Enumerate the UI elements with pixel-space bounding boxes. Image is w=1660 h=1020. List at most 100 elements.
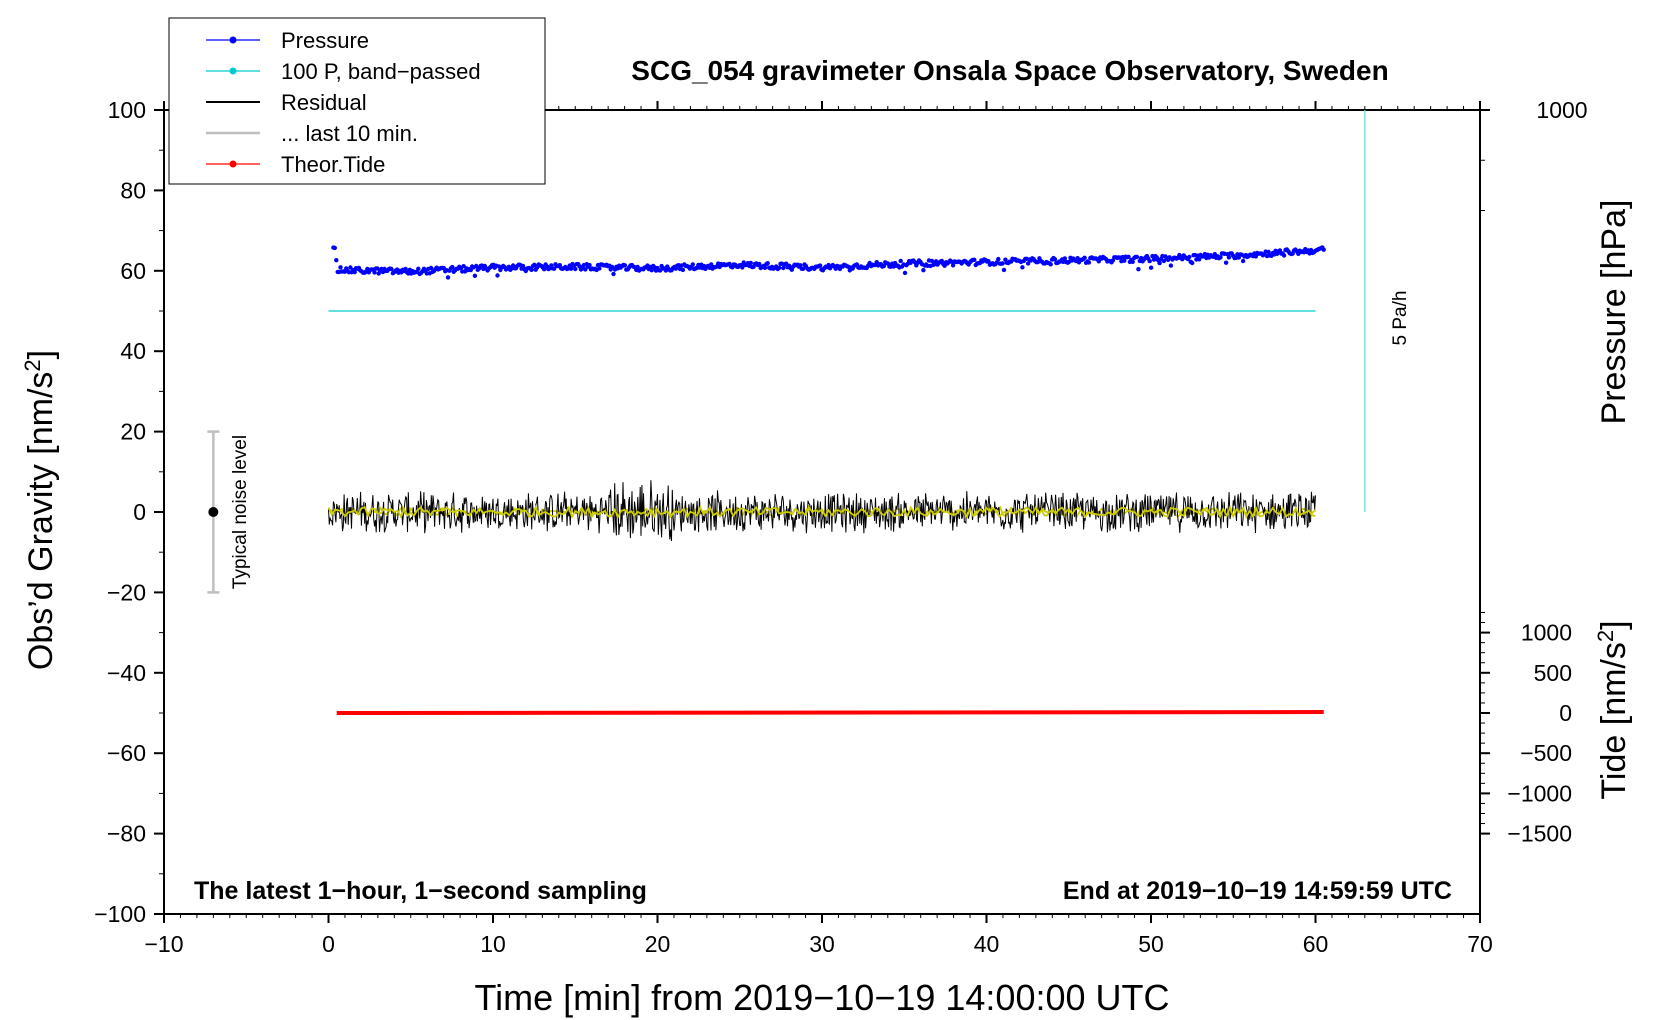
pressure-point <box>1190 260 1195 266</box>
pressure-point <box>1147 258 1152 264</box>
pressure-point <box>597 266 602 271</box>
pressure-point <box>1096 259 1102 264</box>
rate-bar-label: 5 Pa/h <box>1390 291 1411 346</box>
pressure-point <box>609 264 615 270</box>
pressure-point <box>428 265 434 271</box>
y-tick-label-left: −40 <box>107 660 146 686</box>
pressure-point <box>1187 254 1192 260</box>
pressure-point <box>1223 260 1229 265</box>
y-axis-label-left-main: Obs’d Gravity [nm/s <box>22 372 60 671</box>
extras-layer <box>207 110 1366 594</box>
pressure-point <box>587 262 592 268</box>
pressure-point <box>776 265 782 270</box>
pressure-point <box>902 270 908 276</box>
noise-bar-center <box>208 507 219 517</box>
y-axis-label-tide-main: Tide [nm/s <box>1595 642 1633 799</box>
pressure-point <box>1240 258 1246 264</box>
pressure-point <box>332 245 337 251</box>
y-axis-label-left-close: ] <box>22 350 60 359</box>
pressure-point <box>495 273 500 278</box>
pressure-point <box>468 267 473 273</box>
pressure-point <box>1321 247 1326 252</box>
pressure-point <box>403 266 408 272</box>
y-axis-label-left-sup: 2 <box>20 359 45 371</box>
pressure-point <box>1281 253 1287 258</box>
x-tick-label: 0 <box>322 931 335 957</box>
pressure-point <box>1126 254 1131 259</box>
pressure-point <box>1218 255 1223 260</box>
legend-marker-pressure <box>229 36 237 44</box>
pressure-point <box>1000 261 1005 266</box>
legend-entry-tide: Theor.Tide <box>206 152 385 177</box>
chart-title: SCG_054 gravimeter Onsala Space Observat… <box>631 55 1388 86</box>
ticks-layer: −10 0 10 20 30 40 50 60 70−100−80−60−40−20020406… <box>94 97 1587 957</box>
legend-entry-last10: ... last 10 min. <box>206 121 418 146</box>
pressure-point <box>690 262 695 267</box>
annotation-sampling: The latest 1−hour, 1−second sampling <box>194 877 647 905</box>
pressure-point <box>551 266 557 271</box>
residual-smoothed-series <box>327 505 1316 520</box>
pressure-point <box>635 264 640 270</box>
x-tick-label: −10 <box>144 931 183 957</box>
x-tick-label: 20 <box>645 931 671 957</box>
legend-entry-residual: Residual <box>206 90 367 115</box>
y-tick-label-left: −20 <box>107 579 146 605</box>
y-tick-label-left: 60 <box>120 258 146 284</box>
pressure-point <box>649 268 654 273</box>
pressure-point <box>881 263 886 269</box>
legend-entry-bandpassed: 100 P, band−passed <box>206 59 481 84</box>
y-axis-label-pressure: Pressure [hPa] <box>1595 200 1633 425</box>
pressure-point <box>372 270 377 275</box>
pressure-point <box>1130 259 1135 264</box>
y-axis-label-tide: Tide [nm/s2] <box>1593 620 1633 799</box>
pressure-point <box>1266 249 1271 255</box>
y-tick-label-left: −80 <box>107 821 146 847</box>
y-tick-label-left: −100 <box>94 901 146 927</box>
y-tick-label-left: 0 <box>133 499 146 525</box>
residual-series <box>328 480 1316 542</box>
pressure-point <box>800 266 806 271</box>
pressure-point <box>1148 265 1154 270</box>
pressure-point <box>921 268 926 273</box>
legend: Pressure 100 P, band−passed Residual ...… <box>168 17 546 185</box>
pressure-point <box>529 267 534 272</box>
pressure-point <box>1168 263 1174 268</box>
pressure-point <box>1161 258 1167 264</box>
y-axis-label-left: Obs’d Gravity [nm/s2] <box>20 350 60 670</box>
pressure-point <box>472 273 478 278</box>
legend-label-tide: Theor.Tide <box>281 152 385 177</box>
pressure-point <box>996 256 1001 262</box>
y-tick-label-left: 80 <box>120 177 146 203</box>
annotation-end-time: End at 2019−10−19 14:59:59 UTC <box>1063 877 1452 905</box>
tide-series <box>336 710 1324 715</box>
pressure-point <box>348 265 353 270</box>
y-axis-label-tide-close: ] <box>1595 620 1633 629</box>
y-tick-label-tide: −500 <box>1520 740 1572 766</box>
pressure-point <box>1226 255 1232 260</box>
pressure-point <box>1197 257 1202 262</box>
pressure-point <box>748 260 753 266</box>
pressure-point <box>1136 267 1141 272</box>
pressure-point <box>445 275 451 280</box>
x-tick-label: 70 <box>1467 931 1493 957</box>
y-axis-label-tide-sup: 2 <box>1593 630 1618 642</box>
y-tick-label-tide: −1500 <box>1507 821 1572 847</box>
legend-label-pressure: Pressure <box>281 28 369 53</box>
pressure-point <box>1082 255 1087 260</box>
y-tick-label-tide: 1000 <box>1521 620 1572 646</box>
x-tick-label: 10 <box>480 931 506 957</box>
pressure-point <box>352 269 357 275</box>
pressure-point <box>765 261 770 266</box>
legend-entry-pressure: Pressure <box>206 28 369 53</box>
legend-marker-tide <box>229 160 237 168</box>
pressure-point <box>1157 260 1162 266</box>
pressure-point <box>680 267 686 273</box>
pressure-point <box>757 261 762 267</box>
x-tick-label: 30 <box>809 931 835 957</box>
pressure-point <box>583 267 588 272</box>
noise-bar-label: Typical noise level <box>230 435 251 589</box>
pressure-point <box>781 265 786 271</box>
pressure-point <box>762 265 768 270</box>
pressure-point <box>972 257 977 262</box>
